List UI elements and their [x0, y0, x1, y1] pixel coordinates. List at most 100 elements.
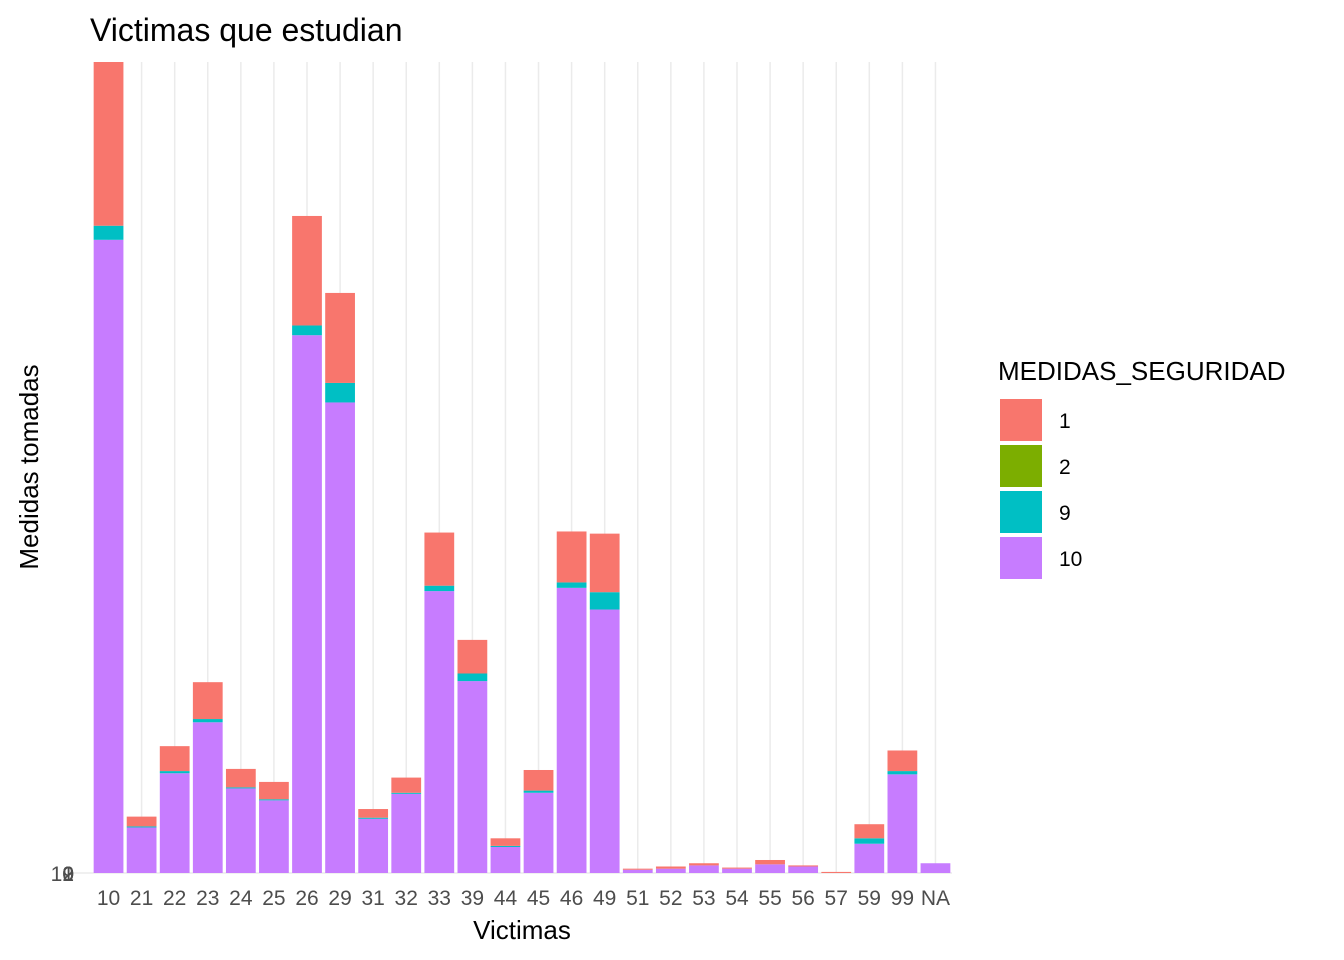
bar-segment-55-series-10	[755, 864, 785, 873]
bar-segment-56-series-1	[788, 865, 819, 867]
legend-label-1: 1	[1059, 410, 1071, 433]
legend-label-10: 10	[1059, 548, 1082, 571]
bar-segment-25-series-1	[259, 781, 289, 800]
x-tick-label: 25	[262, 887, 285, 910]
x-tick-label: 46	[560, 887, 583, 910]
y-tick-label: 2	[62, 863, 74, 886]
x-tick-label: 57	[825, 887, 848, 910]
bar-segment-29-series-9	[325, 382, 355, 403]
x-tick-label: 55	[758, 887, 781, 910]
bar-segment-26-series-9	[292, 325, 322, 336]
bar-segment-46-series-10	[556, 587, 587, 873]
x-tick-label: 45	[527, 887, 550, 910]
bar-segment-32-series-9	[391, 792, 422, 794]
x-tick-label: 59	[858, 887, 881, 910]
bar-segment-49-series-1	[589, 533, 620, 593]
x-tick-label: NA	[921, 887, 950, 910]
legend-swatch-1	[1000, 399, 1042, 441]
bar-segment-45-series-9	[523, 790, 554, 793]
x-tick-label: 51	[626, 887, 649, 910]
bar-segment-45-series-10	[523, 792, 554, 873]
legend-title: MEDIDAS_SEGURIDAD	[998, 356, 1286, 386]
legend-label-2: 2	[1059, 456, 1071, 479]
bar-segment-29-series-1	[325, 292, 355, 383]
bar-segment-32-series-1	[391, 777, 422, 793]
bar-segment-25-series-10	[259, 800, 289, 873]
bar-segment-31-series-1	[358, 809, 389, 818]
y-tick-label: 9	[62, 863, 74, 886]
x-tick-label: 99	[891, 887, 914, 910]
bar-segment-99-series-1	[887, 750, 918, 772]
bar-segment-21-series-10	[126, 827, 157, 873]
bar-segment-52-series-1	[655, 866, 686, 869]
x-tick-label: 26	[295, 887, 318, 910]
bar-segment-44-series-1	[490, 838, 521, 846]
legend: MEDIDAS_SEGURIDAD 1 2 9 10	[998, 356, 1286, 579]
bar-segment-99-series-9	[887, 771, 918, 775]
x-tick-labels: 10 21 22 23 24 25 26 29 31 32 33 39 44 45 46 49 51 52 53 54…	[97, 887, 950, 910]
bar-segment-26-series-1	[292, 215, 322, 326]
bar-segment-44-series-9	[490, 845, 521, 847]
bar-segment-59-series-9	[854, 838, 885, 844]
bar-segment-23-series-9	[192, 719, 223, 723]
bar-segment-24-series-1	[225, 768, 256, 788]
bar-segment-55-series-1	[755, 859, 785, 865]
bar-segment-59-series-10	[854, 843, 885, 873]
x-tick-label: 31	[361, 887, 384, 910]
bar-segment-33-series-1	[424, 532, 455, 586]
x-tick-label: 52	[659, 887, 682, 910]
bar-segment-45-series-1	[523, 769, 554, 791]
bar-segment-23-series-1	[192, 682, 223, 720]
bar-segment-52-series-10	[655, 868, 686, 873]
x-tick-label: 29	[328, 887, 351, 910]
x-tick-label: 33	[428, 887, 451, 910]
bar-segment-54-series-10	[722, 868, 752, 873]
bar-segment-49-series-10	[589, 609, 620, 873]
y-axis-title: Medidas tomadas	[14, 364, 44, 569]
bar-segment-51-series-1	[622, 868, 653, 870]
bar-segment-59-series-1	[854, 824, 885, 839]
bar-segment-53-series-1	[689, 863, 719, 866]
bar-segment-57-series-1	[821, 871, 852, 873]
bar-segment-39-series-1	[457, 639, 488, 674]
x-tick-label: 56	[791, 887, 814, 910]
bar-segment-21-series-9	[126, 826, 157, 828]
bar-segment-10-series-9	[93, 225, 124, 240]
bar-segment-32-series-10	[391, 793, 422, 873]
bar-segment-22-series-1	[159, 746, 190, 772]
bar-segment-24-series-10	[225, 788, 256, 873]
bar-segment-25-series-9	[259, 799, 289, 801]
legend-swatch-10	[1000, 537, 1042, 579]
bar-segment-24-series-9	[225, 787, 256, 789]
bar-segment-56-series-10	[788, 866, 819, 873]
x-axis-title: Victimas	[473, 915, 571, 945]
grid-lines	[72, 62, 952, 874]
bar-segment-23-series-10	[192, 722, 223, 873]
bar-segment-22-series-10	[159, 773, 190, 873]
bar-segment-51-series-10	[622, 869, 653, 873]
x-tick-label: 23	[196, 887, 219, 910]
bar-segment-39-series-10	[457, 681, 488, 873]
x-tick-label: 54	[725, 887, 749, 910]
bar-segment-21-series-1	[126, 816, 157, 827]
bar-segment-54-series-1	[722, 867, 752, 869]
legend-swatch-2	[1000, 445, 1042, 487]
bar-segment-26-series-10	[292, 335, 322, 873]
y-tick-label: 1	[62, 863, 74, 886]
bar-segment-39-series-9	[457, 673, 488, 682]
bar-segment-99-series-10	[887, 774, 918, 873]
bar-segment-44-series-10	[490, 846, 521, 873]
x-tick-label: 49	[593, 887, 616, 910]
bar-segment-10-series-1	[93, 62, 124, 226]
bar-segment-22-series-9	[159, 771, 190, 774]
y-tick-label: 10	[51, 863, 74, 886]
x-tick-label: 39	[461, 887, 484, 910]
bar-segment-53-series-10	[689, 865, 719, 873]
bars	[93, 62, 951, 873]
x-tick-label: 32	[395, 887, 418, 910]
bar-segment-49-series-9	[589, 592, 620, 610]
bar-segment-33-series-9	[424, 585, 455, 592]
bar-segment-31-series-9	[358, 817, 389, 819]
bar-segment-10-series-10	[93, 239, 124, 873]
